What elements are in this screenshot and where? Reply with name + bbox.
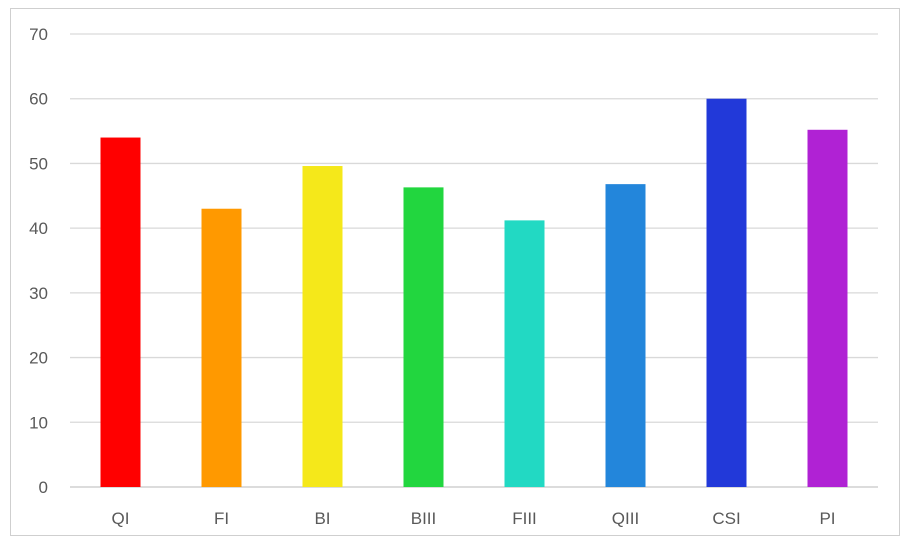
- bar-biii: [403, 187, 444, 487]
- x-tick-label: BI: [314, 509, 330, 528]
- x-tick-label: FI: [214, 509, 229, 528]
- bar-fiii: [504, 220, 545, 487]
- x-tick-label: PI: [819, 509, 835, 528]
- bar-bi: [302, 166, 343, 487]
- bar-csi: [706, 98, 747, 487]
- y-tick-label: 60: [29, 90, 48, 109]
- gridlines: [70, 33, 878, 488]
- bars: [100, 98, 848, 488]
- x-tick-label: BIII: [411, 509, 437, 528]
- y-tick-label: 50: [29, 154, 48, 173]
- x-tick-label: FIII: [512, 509, 537, 528]
- bar-pi: [807, 129, 848, 487]
- y-tick-label: 70: [29, 25, 48, 44]
- y-tick-label: 30: [29, 284, 48, 303]
- bar-qiii: [605, 184, 646, 487]
- y-axis-ticks: 0 10 20 30 40 50 60 70: [29, 25, 48, 497]
- y-tick-label: 0: [39, 478, 48, 497]
- x-axis-ticks: QI FI BI BIII FIII QIII CSI PI: [112, 509, 836, 528]
- y-tick-label: 10: [29, 413, 48, 432]
- x-tick-label: CSI: [712, 509, 740, 528]
- y-tick-label: 20: [29, 349, 48, 368]
- x-tick-label: QI: [112, 509, 130, 528]
- chart-frame: [10, 8, 900, 536]
- bar-qi: [100, 137, 141, 488]
- y-tick-label: 40: [29, 219, 48, 238]
- x-tick-label: QIII: [612, 509, 639, 528]
- bar-fi: [201, 208, 242, 487]
